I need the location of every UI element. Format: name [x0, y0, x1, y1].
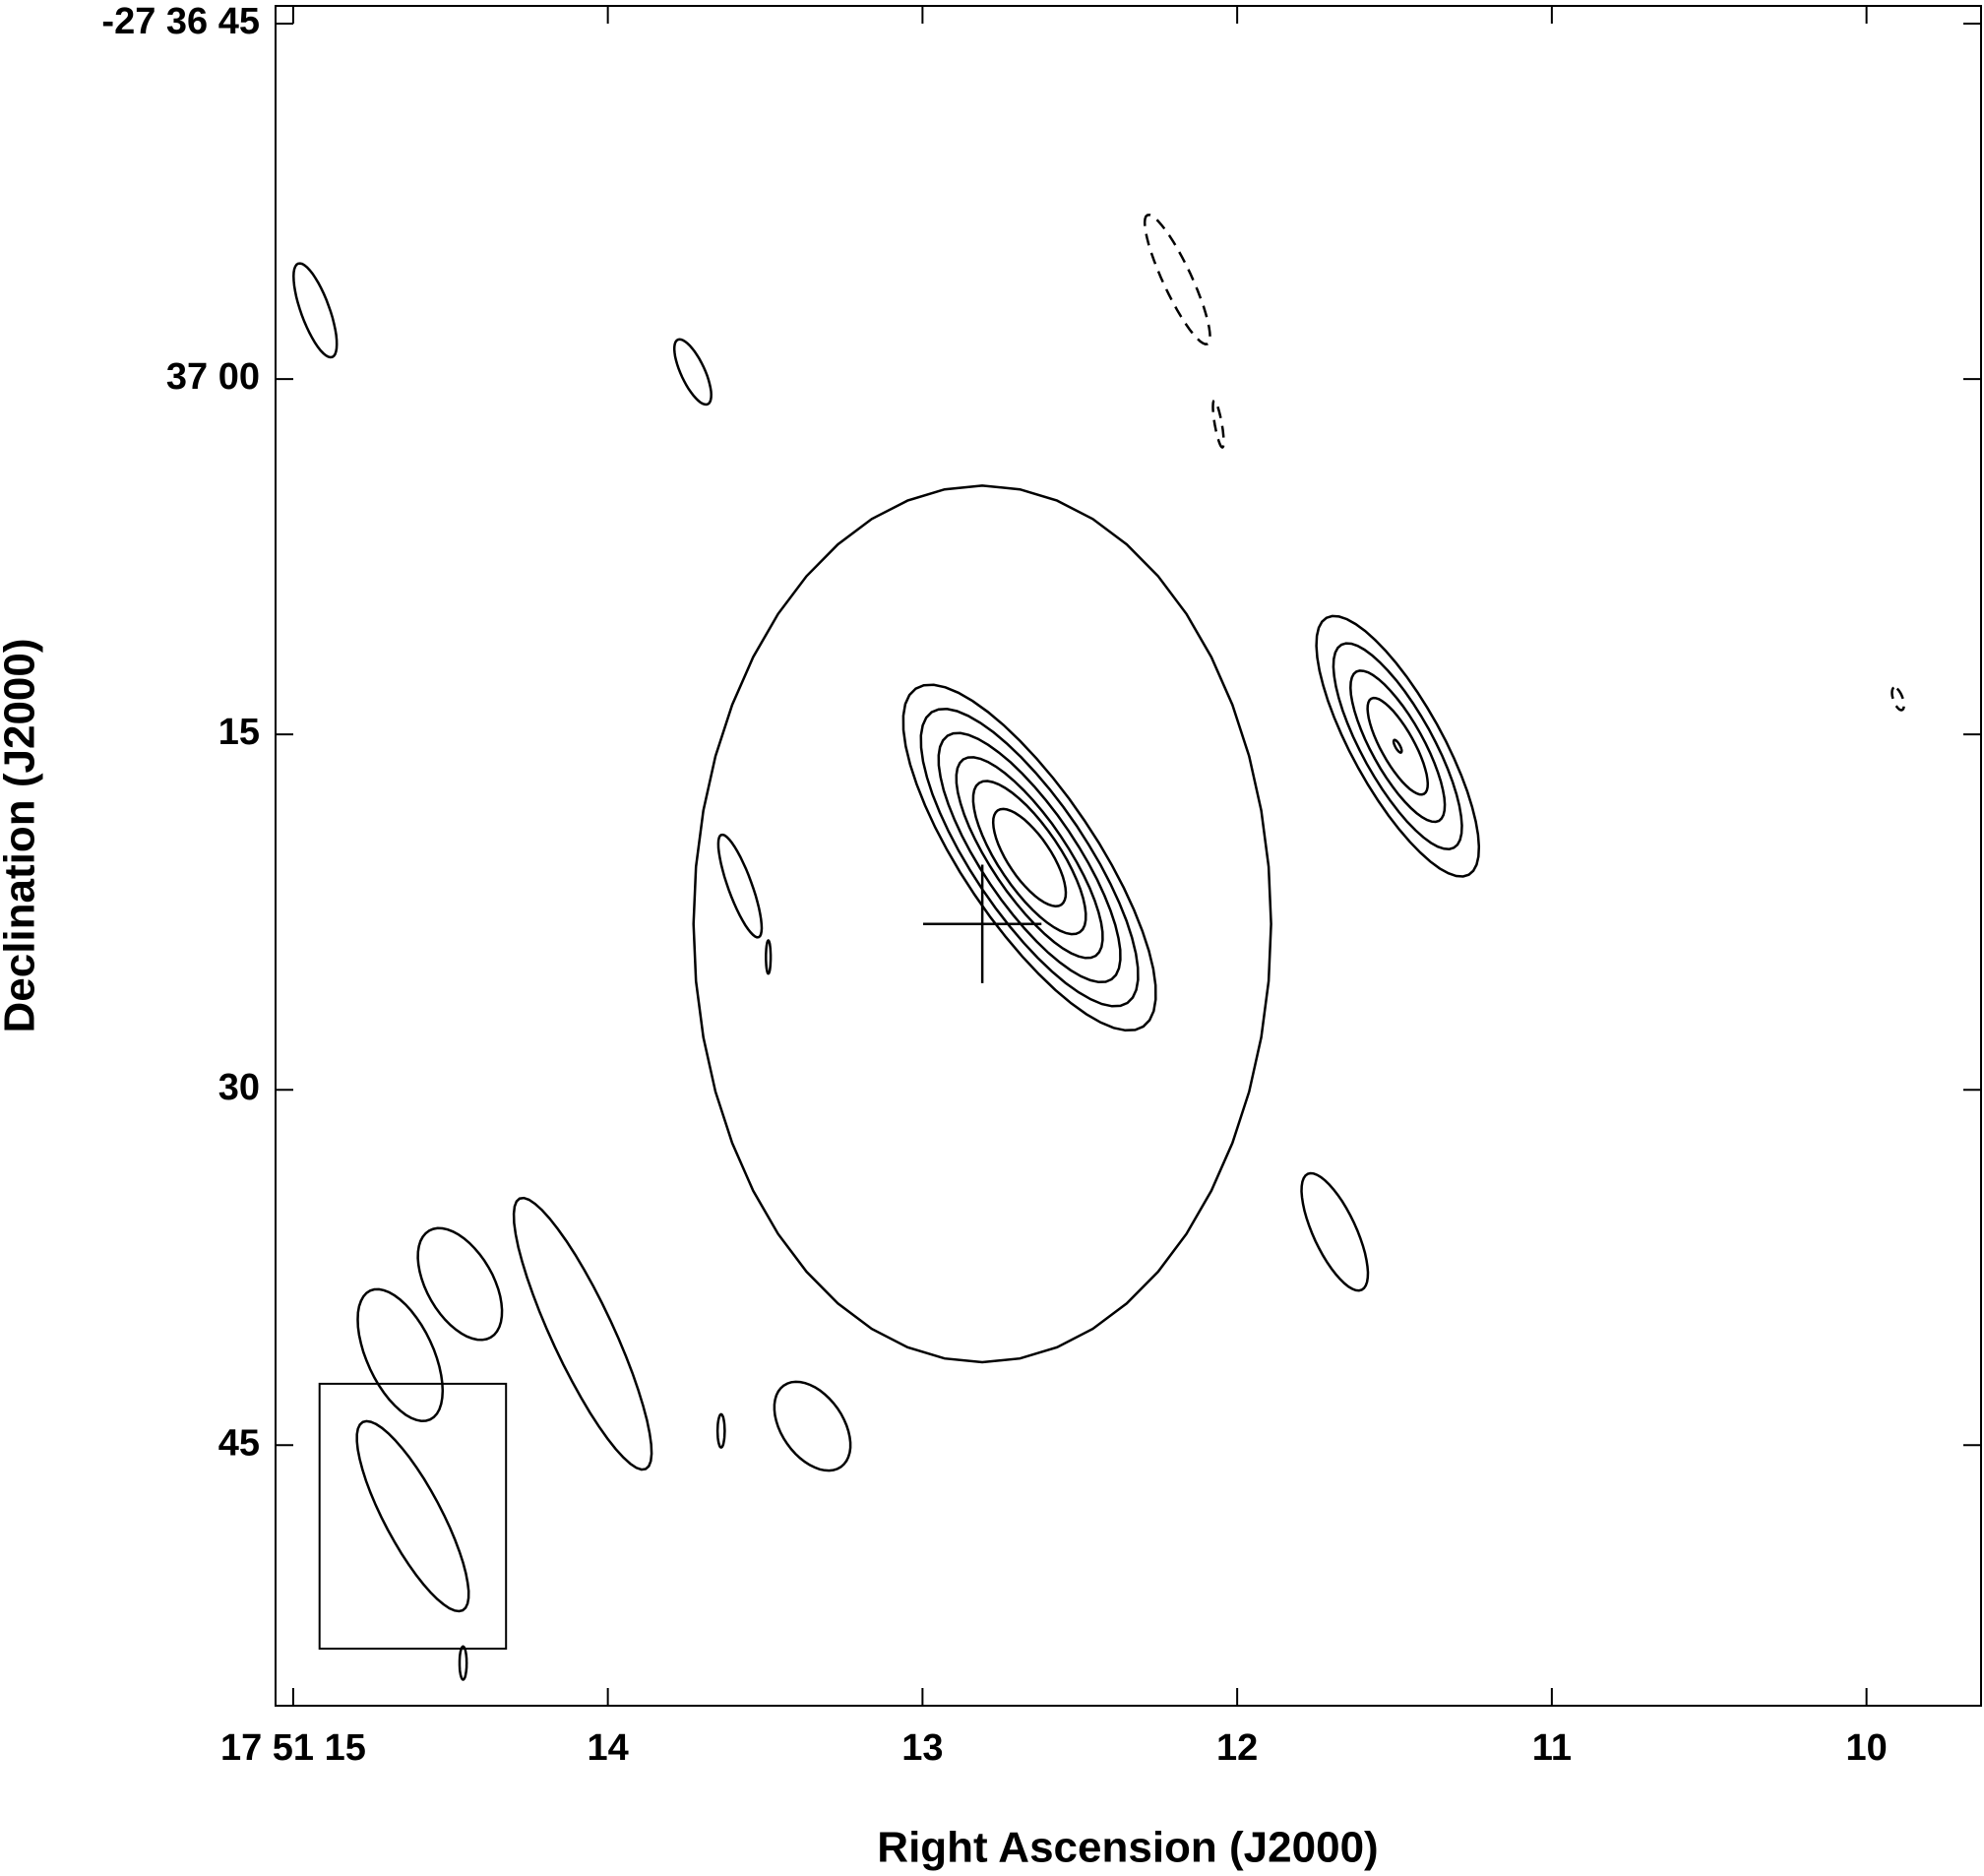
contour [1332, 642, 1463, 850]
beam-box [318, 1382, 508, 1650]
contour [692, 484, 1272, 1364]
contour [416, 1226, 504, 1342]
y-tick-label: -27 36 45 [101, 1, 260, 42]
contour [971, 780, 1087, 936]
y-tick-label: 30 [218, 1067, 260, 1108]
contour [512, 1196, 653, 1471]
y-tick-label: 45 [218, 1422, 260, 1464]
contour [991, 807, 1068, 907]
contour [1143, 214, 1211, 345]
contour [773, 1380, 852, 1472]
contour [1349, 669, 1447, 824]
contour [716, 833, 764, 939]
contour [1366, 696, 1430, 796]
contour [1392, 738, 1403, 754]
y-tick-label: 37 00 [166, 356, 260, 398]
plot-area [292, 214, 1905, 1681]
contour [672, 338, 713, 406]
x-tick-label: 14 [588, 1727, 629, 1769]
contour [937, 731, 1122, 984]
y-tick-label: 15 [218, 712, 260, 753]
beam [355, 1419, 470, 1613]
contour [356, 1287, 445, 1422]
contour [955, 756, 1104, 960]
contour [1891, 686, 1905, 712]
x-tick-label: 11 [1532, 1727, 1572, 1769]
x-tick-label: 13 [901, 1727, 943, 1769]
contour [1300, 1171, 1370, 1292]
contour [919, 708, 1140, 1008]
contour [901, 683, 1157, 1032]
x-tick-label: 10 [1845, 1727, 1887, 1769]
contour [765, 938, 773, 975]
plot-frame [275, 5, 1982, 1707]
x-tick-label: 12 [1216, 1727, 1258, 1769]
contour [715, 1412, 726, 1449]
x-axis-title: Right Ascension (J2000) [877, 1824, 1378, 1872]
y-axis-title: Declination (J2000) [0, 638, 44, 1032]
contour [1315, 614, 1481, 878]
contour [458, 1645, 468, 1681]
contour [292, 262, 339, 359]
contour [1211, 399, 1225, 449]
x-tick-label: 17 51 15 [220, 1727, 366, 1769]
